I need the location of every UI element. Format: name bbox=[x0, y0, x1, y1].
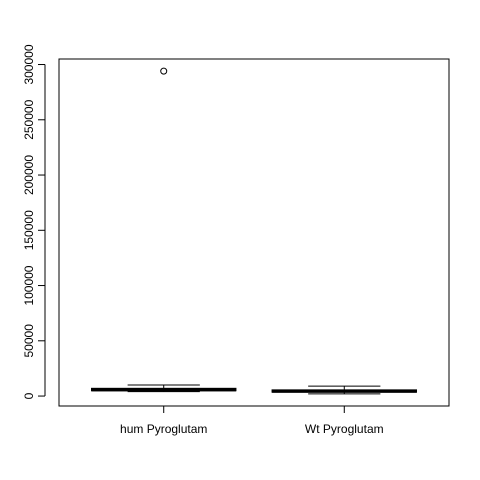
y-tick-label: 0 bbox=[22, 392, 36, 399]
box-group bbox=[91, 67, 237, 393]
y-tick-label: 150000 bbox=[22, 210, 36, 250]
y-tick-label: 250000 bbox=[22, 99, 36, 139]
x-tick-label: hum Pyroglutam bbox=[120, 422, 207, 436]
y-tick-label: 50000 bbox=[22, 324, 36, 358]
box-group bbox=[271, 385, 417, 395]
y-axis: 0 50000 100000 150000 200000 250000 300000 bbox=[22, 44, 46, 399]
boxes bbox=[91, 67, 417, 395]
x-tick-label: Wt Pyroglutam bbox=[305, 422, 384, 436]
outlier-point bbox=[160, 67, 168, 75]
x-axis: hum Pyroglutam Wt Pyroglutam bbox=[120, 405, 384, 436]
y-tick-label: 100000 bbox=[22, 265, 36, 305]
y-tick-label: 200000 bbox=[22, 155, 36, 195]
y-tick-label: 300000 bbox=[22, 44, 36, 84]
plot-frame bbox=[58, 58, 450, 407]
